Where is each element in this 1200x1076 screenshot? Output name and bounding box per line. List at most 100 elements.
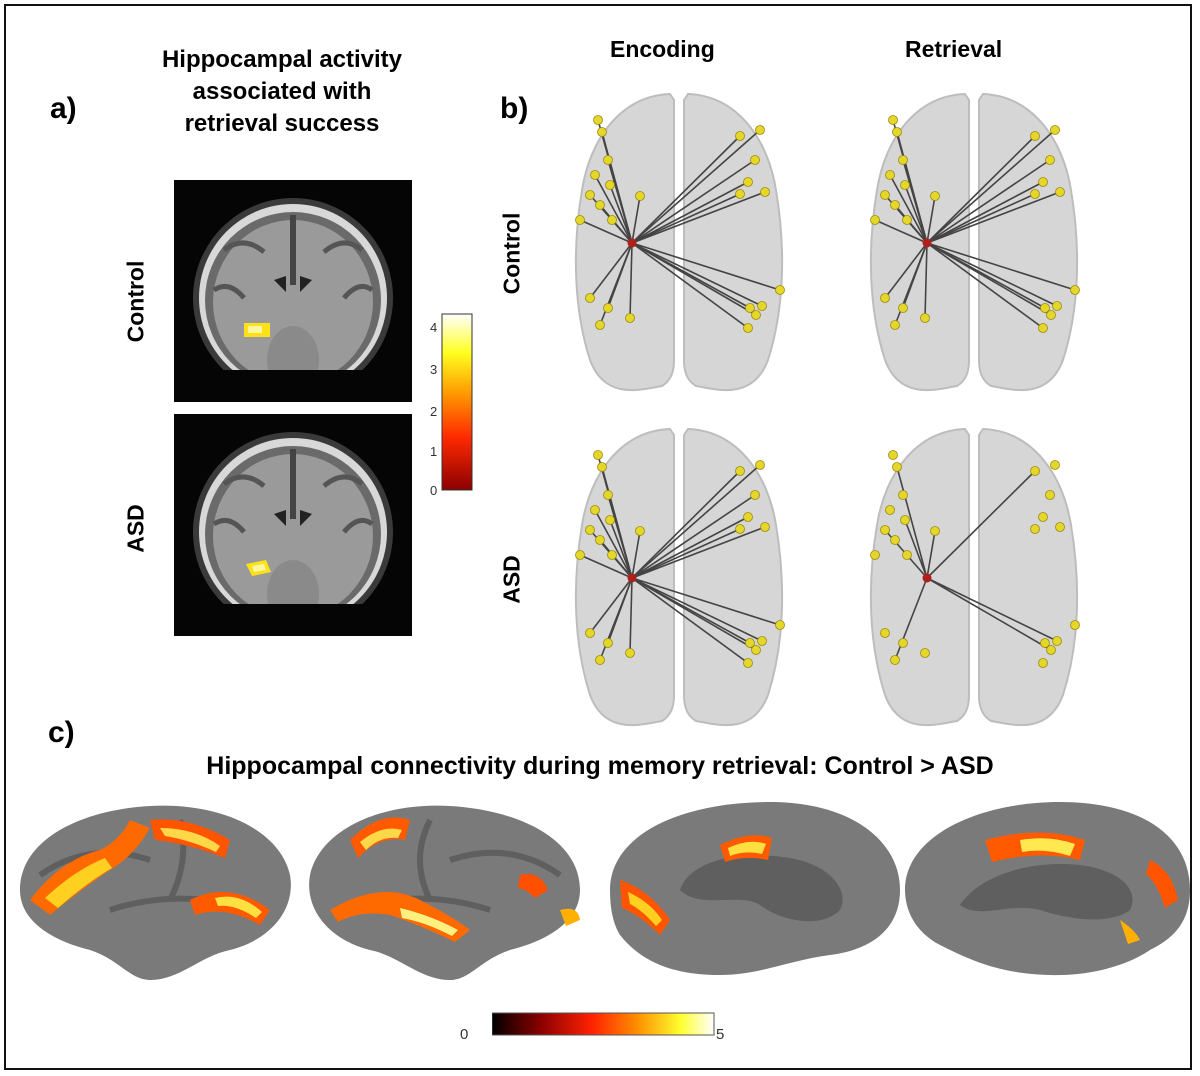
connectivity-edge	[629, 577, 633, 654]
connectivity-edge	[631, 494, 756, 579]
connectivity-edge	[631, 242, 757, 316]
panel-a-colorbar-tick-4: 4	[430, 320, 438, 335]
region-node	[898, 303, 908, 313]
region-node	[1030, 524, 1040, 534]
glass-brain-asd-retrieval	[869, 427, 1080, 727]
panel-c-title: Hippocampal connectivity during memory r…	[206, 752, 994, 780]
region-node	[585, 190, 595, 200]
region-node	[757, 301, 767, 311]
connectivity-edge	[631, 464, 761, 579]
connectivity-edge	[631, 526, 766, 579]
region-node	[930, 191, 940, 201]
panel-b-row-label-control: Control	[498, 212, 525, 295]
panel-b-label: b)	[500, 92, 529, 125]
connectivity-edge	[579, 554, 633, 579]
region-node	[775, 620, 785, 630]
panel-c-label: c)	[48, 716, 75, 749]
panel-a-title-line-2: associated with	[192, 78, 372, 105]
region-node	[745, 638, 755, 648]
connectivity-edge	[631, 516, 749, 579]
region-node	[605, 515, 615, 525]
region-node	[1030, 466, 1040, 476]
connectivity-edge	[631, 129, 761, 244]
region-node	[1045, 155, 1055, 165]
panel-c-colorbar-min: 0	[460, 1026, 469, 1043]
region-node	[595, 655, 605, 665]
panel-b-connectivity-graphs	[574, 92, 1080, 727]
region-node	[751, 645, 761, 655]
region-node	[920, 648, 930, 658]
connectivity-edge	[579, 219, 633, 244]
region-node	[1040, 638, 1050, 648]
connectivity-edge	[896, 466, 928, 579]
connectivity-edge	[631, 530, 641, 579]
connectivity-edge	[926, 129, 1056, 244]
region-node	[1070, 285, 1080, 295]
region-node	[898, 490, 908, 500]
connectivity-edge	[884, 242, 928, 299]
region-node	[743, 658, 753, 668]
region-node	[585, 628, 595, 638]
connectivity-edge	[609, 519, 633, 579]
connectivity-edge	[609, 184, 633, 244]
panel-a-colorbar-tick-1: 1	[430, 444, 438, 459]
region-node	[595, 535, 605, 545]
region-node	[890, 655, 900, 665]
region-node	[892, 462, 902, 472]
region-node	[1040, 303, 1050, 313]
connectivity-edge	[631, 577, 749, 664]
panel-a-colorbar	[441, 313, 473, 491]
region-node	[595, 200, 605, 210]
region-node	[880, 293, 890, 303]
region-node	[595, 320, 605, 330]
region-node	[1055, 187, 1065, 197]
hippocampus-seed-node	[922, 238, 932, 248]
panel-a-colorbar-tick-3: 3	[430, 362, 438, 377]
connectivity-edge	[594, 509, 633, 579]
region-node	[902, 215, 912, 225]
connectivity-edge	[926, 135, 1036, 244]
connectivity-edge	[589, 577, 633, 634]
connectivity-edge	[631, 193, 741, 244]
glass-brain-control-encoding	[574, 92, 785, 392]
region-node	[625, 313, 635, 323]
region-node	[590, 170, 600, 180]
region-node	[1050, 125, 1060, 135]
panel-a-colorbar-tick-2: 2	[430, 404, 438, 419]
region-node	[625, 648, 635, 658]
connectivity-edge	[589, 242, 633, 299]
region-node	[1046, 310, 1056, 320]
connectivity-edge	[631, 528, 741, 579]
region-node	[585, 293, 595, 303]
region-node	[890, 535, 900, 545]
region-node	[1030, 131, 1040, 141]
connectivity-edge	[926, 159, 1051, 244]
surface-lateral-right	[309, 805, 580, 980]
connectivity-edge	[926, 193, 1036, 244]
region-node	[605, 180, 615, 190]
panel-a-label: a)	[50, 92, 77, 125]
region-node	[885, 505, 895, 515]
hippocampus-seed-node	[627, 238, 637, 248]
connectivity-edge	[631, 135, 741, 244]
region-node	[603, 490, 613, 500]
region-node	[603, 303, 613, 313]
connectivity-edge	[904, 519, 928, 579]
region-node	[1038, 323, 1048, 333]
connectivity-edge	[611, 219, 633, 244]
connectivity-edge	[924, 242, 928, 319]
region-node	[898, 638, 908, 648]
panel-b-row-label-asd: ASD	[498, 555, 525, 604]
connectivity-edge	[631, 159, 756, 244]
region-node	[902, 550, 912, 560]
region-node	[880, 525, 890, 535]
panel-a-title: Hippocampal activity associated with ret…	[112, 44, 452, 140]
panel-a-colorbar-tick-0: 0	[430, 483, 438, 498]
surface-medial-right	[905, 802, 1190, 976]
region-node	[888, 450, 898, 460]
region-node	[593, 450, 603, 460]
region-node	[870, 215, 880, 225]
region-node	[750, 490, 760, 500]
region-node	[743, 323, 753, 333]
region-node	[890, 320, 900, 330]
